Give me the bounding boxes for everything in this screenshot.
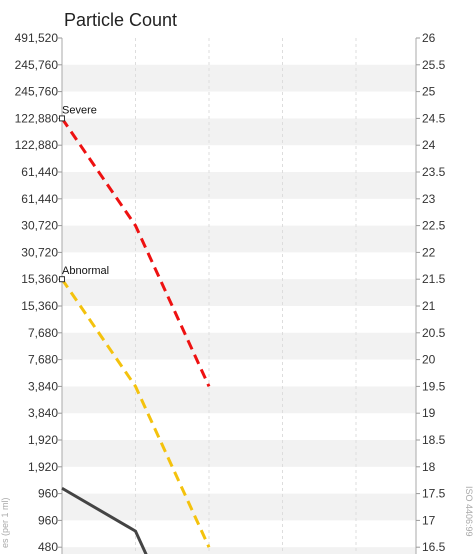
left-tick-label: 1,920	[28, 460, 58, 474]
band	[62, 118, 416, 146]
right-tick-label: 19.5	[422, 379, 446, 393]
left-tick-label: 1,920	[28, 433, 58, 447]
right-tick-label: 18.5	[422, 433, 446, 447]
series-line	[60, 278, 211, 548]
left-tick-label: 480	[38, 540, 58, 554]
right-tick-label: 22	[422, 245, 436, 259]
band	[62, 332, 416, 360]
right-tick-label: 17	[422, 513, 436, 527]
left-tick-label: 30,720	[21, 245, 58, 259]
left-tick-label: 122,880	[15, 138, 59, 152]
left-tick-label: 15,360	[21, 299, 58, 313]
right-tick-label: 20.5	[422, 326, 446, 340]
right-tick-label: 22.5	[422, 219, 446, 233]
vertical-grid	[135, 38, 357, 554]
left-tick-label: 61,440	[21, 192, 58, 206]
left-tick-label: 3,840	[28, 379, 58, 393]
band	[62, 440, 416, 467]
chart-title: Particle Count	[64, 10, 177, 30]
left-tick-label: 61,440	[21, 165, 58, 179]
chart-bands	[62, 64, 416, 559]
right-tick-label: 23	[422, 192, 436, 206]
series-lines: Severe Abnormal	[59, 104, 211, 559]
tick-labels: 491,520 26 245,760 25.5 245,760 25 122,880 24.5…	[15, 31, 446, 554]
right-tick-label: 19	[422, 406, 436, 420]
right-tick-label: 18	[422, 460, 436, 474]
band	[62, 547, 416, 559]
series-line	[61, 486, 150, 559]
series-annotation: Severe	[62, 104, 97, 116]
right-tick-label: 17.5	[422, 487, 446, 501]
right-tick-label: 21.5	[422, 272, 446, 286]
series-marker	[59, 276, 65, 283]
left-tick-label: 15,360	[21, 272, 58, 286]
right-tick-label: 23.5	[422, 165, 446, 179]
left-tick-label: 122,880	[15, 111, 59, 125]
left-tick-label: 960	[38, 513, 58, 527]
left-tick-label: 7,680	[28, 326, 58, 340]
series-annotation: Abnormal	[62, 265, 109, 277]
right-tick-label: 21	[422, 299, 436, 313]
band	[62, 493, 416, 521]
right-tick-label: 26	[422, 31, 436, 45]
right-tick-label: 20	[422, 353, 436, 367]
band	[62, 279, 416, 306]
series-line	[60, 117, 211, 388]
right-tick-label: 25.5	[422, 58, 446, 72]
band	[62, 64, 416, 92]
left-tick-label: 245,760	[15, 85, 59, 99]
band	[62, 225, 416, 253]
left-tick-label: 491,520	[15, 31, 59, 45]
band	[62, 386, 416, 414]
right-tick-label: 24	[422, 138, 436, 152]
left-tick-label: 960	[38, 487, 58, 501]
left-tick-label: 7,680	[28, 353, 58, 367]
left-tick-label: 30,720	[21, 219, 58, 233]
left-axis-title: es (per 1 ml)	[0, 497, 10, 548]
right-tick-label: 25	[422, 85, 436, 99]
left-tick-label: 245,760	[15, 58, 59, 72]
series-marker	[59, 115, 65, 122]
right-tick-label: 16.5	[422, 540, 446, 554]
left-tick-label: 3,840	[28, 406, 58, 420]
band	[62, 172, 416, 199]
right-axis-title: ISO 4406:99	[464, 486, 474, 537]
right-tick-label: 24.5	[422, 111, 446, 125]
